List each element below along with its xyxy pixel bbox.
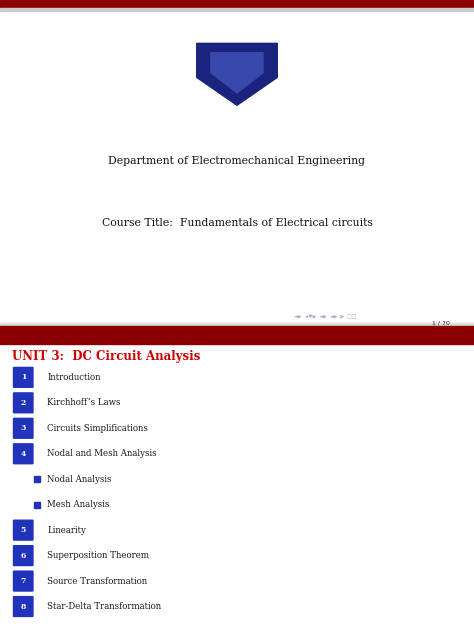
Text: Department of Electromechanical Engineering: Department of Electromechanical Engineer… <box>109 156 365 166</box>
FancyBboxPatch shape <box>13 571 34 592</box>
FancyBboxPatch shape <box>13 392 34 413</box>
Text: 1: 1 <box>20 374 26 381</box>
FancyBboxPatch shape <box>13 596 34 617</box>
Text: Introduction: Introduction <box>47 373 101 382</box>
Text: 5: 5 <box>20 526 26 534</box>
Polygon shape <box>197 44 277 106</box>
Text: Kirchhoff’s Laws: Kirchhoff’s Laws <box>47 398 121 408</box>
Text: ◄▶  ◄♥▶  ◄▶  ◄▶  ▶  □□: ◄▶ ◄♥▶ ◄▶ ◄▶ ▶ □□ <box>294 315 356 320</box>
Text: Mesh Analysis: Mesh Analysis <box>47 500 110 509</box>
Bar <box>34 477 40 482</box>
Text: Nodal Analysis: Nodal Analysis <box>47 475 112 483</box>
Text: Superposition Theorem: Superposition Theorem <box>47 551 149 560</box>
FancyBboxPatch shape <box>13 367 34 388</box>
Text: 6: 6 <box>20 552 26 559</box>
Text: Star-Delta Transformation: Star-Delta Transformation <box>47 602 162 611</box>
Text: 1 / 70: 1 / 70 <box>432 321 450 326</box>
Bar <box>0 0 474 8</box>
Text: 3: 3 <box>20 424 26 432</box>
Text: UNIT 3:  DC Circuit Analysis: UNIT 3: DC Circuit Analysis <box>12 350 200 363</box>
Text: 8: 8 <box>20 602 26 611</box>
Text: 2: 2 <box>20 399 26 407</box>
Text: Linearity: Linearity <box>47 526 86 535</box>
Bar <box>34 502 40 507</box>
Text: Nodal and Mesh Analysis: Nodal and Mesh Analysis <box>47 449 157 458</box>
Bar <box>0 323 474 325</box>
Bar <box>0 8 474 11</box>
Text: 4: 4 <box>20 450 26 458</box>
Bar <box>0 327 474 344</box>
FancyBboxPatch shape <box>13 418 34 439</box>
Text: Circuits Simplifications: Circuits Simplifications <box>47 424 148 433</box>
FancyBboxPatch shape <box>13 520 34 541</box>
Text: Source Transformation: Source Transformation <box>47 576 147 586</box>
FancyBboxPatch shape <box>13 545 34 566</box>
Text: 7: 7 <box>20 577 26 585</box>
Text: Course Title:  Fundamentals of Electrical circuits: Course Title: Fundamentals of Electrical… <box>101 218 373 228</box>
FancyBboxPatch shape <box>13 443 34 465</box>
Polygon shape <box>211 52 263 93</box>
